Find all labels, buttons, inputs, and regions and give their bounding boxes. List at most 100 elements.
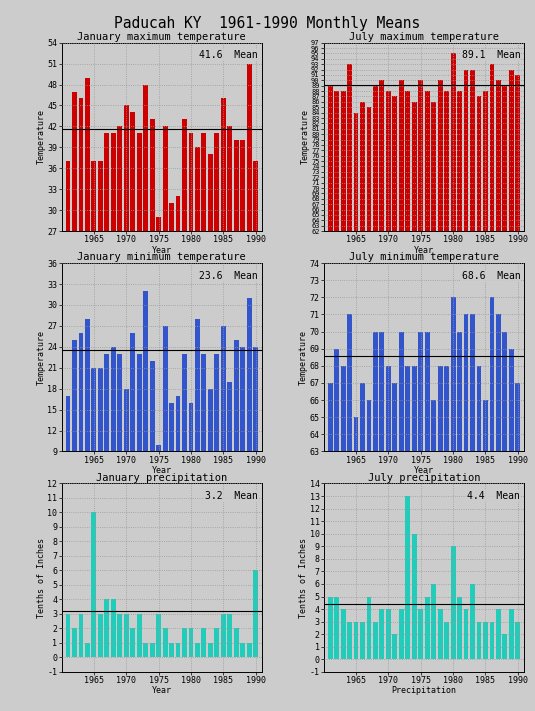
Bar (124, 389, 129, 514)
Bar (509, 348, 514, 711)
Bar (354, 112, 358, 565)
Bar (221, 99, 226, 419)
Bar (373, 621, 378, 659)
X-axis label: Year: Year (414, 245, 434, 255)
Bar (150, 643, 155, 658)
Bar (234, 140, 239, 419)
Bar (360, 383, 365, 711)
Bar (208, 154, 213, 419)
Bar (464, 609, 469, 659)
Y-axis label: Temperature: Temperature (37, 109, 46, 164)
Bar (85, 319, 90, 514)
Bar (79, 333, 83, 514)
Bar (137, 614, 142, 658)
X-axis label: Year: Year (152, 686, 172, 695)
Bar (227, 127, 232, 419)
Bar (431, 102, 436, 565)
Bar (169, 643, 174, 658)
Bar (131, 629, 135, 658)
Title: July minimum temperature: July minimum temperature (349, 252, 499, 262)
Bar (202, 629, 207, 658)
Text: 89.1  Mean: 89.1 Mean (462, 50, 520, 60)
Bar (496, 80, 501, 565)
Bar (509, 70, 514, 565)
Bar (354, 621, 358, 659)
Bar (234, 629, 239, 658)
Bar (470, 70, 475, 565)
Bar (399, 80, 404, 565)
Bar (425, 331, 430, 711)
Y-axis label: Temperature: Temperature (301, 109, 310, 164)
Bar (91, 161, 96, 419)
X-axis label: Year: Year (152, 466, 172, 475)
Title: January precipitation: January precipitation (96, 473, 227, 483)
Bar (328, 383, 333, 711)
Bar (457, 331, 462, 711)
Bar (156, 217, 161, 419)
Bar (143, 291, 148, 514)
Bar (85, 77, 90, 419)
Bar (450, 546, 455, 659)
Bar (182, 629, 187, 658)
Bar (328, 597, 333, 659)
Bar (227, 614, 232, 658)
Bar (195, 643, 200, 658)
Bar (91, 368, 96, 514)
Title: January minimum temperature: January minimum temperature (78, 252, 246, 262)
Bar (464, 70, 469, 565)
Bar (496, 609, 501, 659)
Bar (418, 331, 423, 711)
Bar (399, 609, 404, 659)
Bar (253, 347, 258, 514)
Title: July precipitation: July precipitation (368, 473, 480, 483)
Bar (341, 609, 346, 659)
Bar (175, 395, 180, 514)
Bar (412, 366, 417, 711)
Bar (490, 621, 494, 659)
Bar (215, 354, 219, 514)
Bar (393, 634, 398, 659)
Bar (131, 333, 135, 514)
Bar (477, 97, 482, 565)
Bar (253, 161, 258, 419)
Bar (379, 80, 384, 565)
Bar (490, 297, 494, 711)
Bar (111, 347, 116, 514)
Bar (143, 643, 148, 658)
Bar (188, 629, 193, 658)
Bar (150, 360, 155, 514)
Bar (156, 614, 161, 658)
Bar (386, 91, 391, 565)
Bar (438, 366, 442, 711)
Bar (247, 63, 251, 419)
Bar (366, 107, 371, 565)
Bar (431, 584, 436, 659)
Bar (79, 99, 83, 419)
Bar (515, 75, 520, 565)
Bar (66, 395, 71, 514)
Bar (182, 119, 187, 419)
Bar (406, 366, 410, 711)
Bar (111, 599, 116, 658)
X-axis label: Precipitation: Precipitation (392, 686, 456, 695)
Bar (477, 621, 482, 659)
Bar (418, 80, 423, 565)
Bar (208, 389, 213, 514)
Bar (227, 382, 232, 514)
Bar (502, 331, 507, 711)
Bar (477, 366, 482, 711)
Bar (444, 621, 449, 659)
Bar (386, 366, 391, 711)
Bar (393, 97, 398, 565)
Bar (425, 91, 430, 565)
Bar (169, 203, 174, 419)
Bar (464, 314, 469, 711)
Bar (483, 91, 488, 565)
Bar (373, 331, 378, 711)
Bar (124, 614, 129, 658)
Bar (85, 643, 90, 658)
Bar (328, 86, 333, 565)
X-axis label: Year: Year (152, 245, 172, 255)
Bar (175, 196, 180, 419)
Bar (438, 80, 442, 565)
